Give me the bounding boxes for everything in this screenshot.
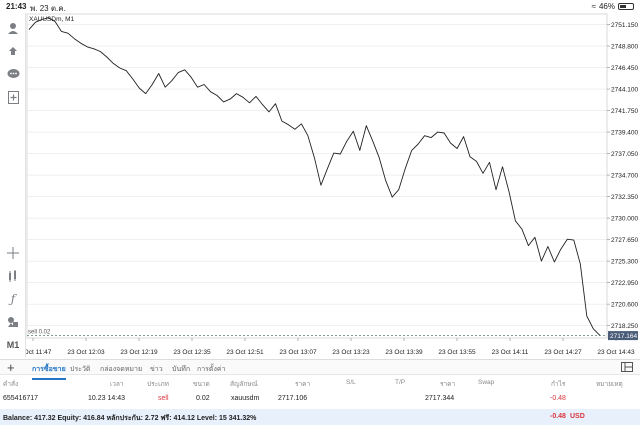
layout-icon[interactable] <box>621 362 633 374</box>
trade-icon[interactable] <box>2 41 24 61</box>
status-time: 21:43 <box>6 2 27 11</box>
tab-mailbox[interactable]: กล่องจดหมาย <box>100 366 143 373</box>
price-chart[interactable]: XAUUSDm, M1 2751.150 2748.800 2746.450 2744… <box>26 13 640 357</box>
position-row[interactable]: 655416717 10.23 14:43 sell 0.02 xauusdm … <box>0 393 640 407</box>
col-type: ประเภท <box>147 381 169 388</box>
open-price: 2717.106 <box>278 395 308 402</box>
account-summary: Balance: 417.32 Equity: 416.84 หลักประกั… <box>0 409 640 425</box>
account-icon[interactable] <box>2 18 24 38</box>
col-current: ราคา <box>440 381 456 388</box>
account-summary-text: Balance: 417.32 Equity: 416.84 หลักประกั… <box>3 415 257 422</box>
col-time: เวลา <box>110 381 124 388</box>
profit-currency: USD <box>570 413 585 420</box>
function-icon[interactable]: ƒ <box>10 292 16 306</box>
x-axis: 23 Oct 11:47 23 Oct 12:03 23 Oct 12:19 23 O… <box>26 338 635 356</box>
status-date: พ. 23 ต.ค. <box>30 4 66 13</box>
chat-icon[interactable] <box>2 64 24 84</box>
price-series-line <box>28 17 601 336</box>
status-bar: 21:43 พ. 23 ต.ค. ≈ 46% <box>0 0 640 13</box>
x-tick-label: 23 Oct 14:11 <box>492 349 529 356</box>
status-right: ≈ 46% <box>592 2 634 11</box>
price-tag-box <box>608 331 638 341</box>
x-tick-label: 23 Oct 11:47 <box>26 349 52 356</box>
tab-news[interactable]: ข่าว <box>150 366 163 373</box>
chart-canvas[interactable]: XAUUSDm, M1 2751.1502748.8002746.4502744… <box>26 13 640 357</box>
left-toolbar: ƒ M1 <box>0 13 26 357</box>
col-swap: Swap <box>478 379 495 386</box>
battery-icon <box>618 3 634 10</box>
x-tick-label: 23 Oct 13:07 <box>279 349 317 356</box>
x-tick-label: 23 Oct 12:19 <box>120 349 158 356</box>
y-tick-label: 2732.350 <box>611 194 638 201</box>
plot-frame <box>26 13 608 339</box>
y-tick-label: 2718.250 <box>611 323 638 330</box>
y-tick-label: 2727.650 <box>611 237 638 244</box>
x-tick-label: 23 Oct 14:43 <box>597 349 635 356</box>
wifi-icon: ≈ <box>591 2 596 11</box>
y-tick-label: 2739.400 <box>611 129 638 136</box>
y-tick-label: 2734.700 <box>611 172 638 179</box>
current-price-tag: 2717.164 <box>608 331 638 341</box>
x-tick-label: 23 Oct 13:23 <box>332 349 370 356</box>
x-tick-label: 23 Oct 12:51 <box>226 349 264 356</box>
sell-line-label: sell 0.02 <box>28 330 51 336</box>
x-tick-label: 23 Oct 13:39 <box>385 349 423 356</box>
order-size: 0.02 <box>196 395 210 402</box>
y-tick-label: 2748.800 <box>611 43 638 50</box>
price-tag-label: 2717.164 <box>610 333 637 340</box>
chart-grid <box>27 24 607 326</box>
y-tick-label: 2730.000 <box>611 215 638 222</box>
tab-history[interactable]: ประวัติ <box>70 366 91 373</box>
y-tick-label: 2737.050 <box>611 151 638 158</box>
col-profit: กำไร <box>551 381 566 388</box>
y-tick-label: 2722.950 <box>611 280 638 287</box>
timeframe-button[interactable]: M1 <box>6 340 20 350</box>
col-order: คำสั่ง <box>3 381 19 388</box>
current-price: 2717.344 <box>425 395 455 402</box>
add-chart-icon[interactable] <box>2 87 24 107</box>
objects-icon[interactable] <box>2 312 24 332</box>
order-type: sell <box>158 395 169 402</box>
total-profit: -0.48 <box>550 413 566 420</box>
bottom-tabs: + การซื้อขาย ประวัติ กล่องจดหมาย ข่าว บั… <box>0 359 640 380</box>
y-tick-label: 2751.150 <box>611 22 638 29</box>
col-comment: หมายเหตุ <box>596 381 623 388</box>
profit-value: -0.48 <box>550 395 566 402</box>
y-axis: 2751.150 2748.800 2746.450 2744.100 2741.750… <box>607 22 638 330</box>
y-tick-label: 2720.600 <box>611 301 638 308</box>
tab-journal[interactable]: บันทึก <box>172 366 191 373</box>
add-icon[interactable]: + <box>7 360 15 375</box>
y-tick-label: 2746.450 <box>611 65 638 72</box>
y-tick-label: 2725.300 <box>611 258 638 265</box>
x-tick-label: 23 Oct 14:27 <box>544 349 582 356</box>
order-time: 10.23 14:43 <box>88 395 125 402</box>
battery-percent: 46% <box>598 2 615 11</box>
x-tick-label: 23 Oct 12:35 <box>173 349 211 356</box>
y-tick-label: 2744.100 <box>611 86 638 93</box>
positions-header: คำสั่ง เวลา ประเภท ขนาด สัญลักษณ์ ราคา S… <box>0 377 640 390</box>
col-tp: T/P <box>395 379 406 386</box>
crosshair-icon[interactable] <box>2 243 24 263</box>
x-tick-label: 23 Oct 13:55 <box>438 349 476 356</box>
tab-settings[interactable]: การตั้งค่า <box>197 366 226 373</box>
col-size: ขนาด <box>193 381 210 388</box>
col-price: ราคา <box>295 381 311 388</box>
col-symbol: สัญลักษณ์ <box>230 381 258 388</box>
y-tick-label: 2741.750 <box>611 108 638 115</box>
order-id: 655416717 <box>3 395 39 402</box>
col-sl: S/L <box>346 379 356 386</box>
order-symbol: xauusdm <box>231 395 260 402</box>
tab-trade[interactable]: การซื้อขาย <box>32 366 66 380</box>
x-tick-label: 23 Oct 12:03 <box>67 349 105 356</box>
series-group <box>28 17 601 336</box>
indicators-icon[interactable] <box>2 266 24 286</box>
